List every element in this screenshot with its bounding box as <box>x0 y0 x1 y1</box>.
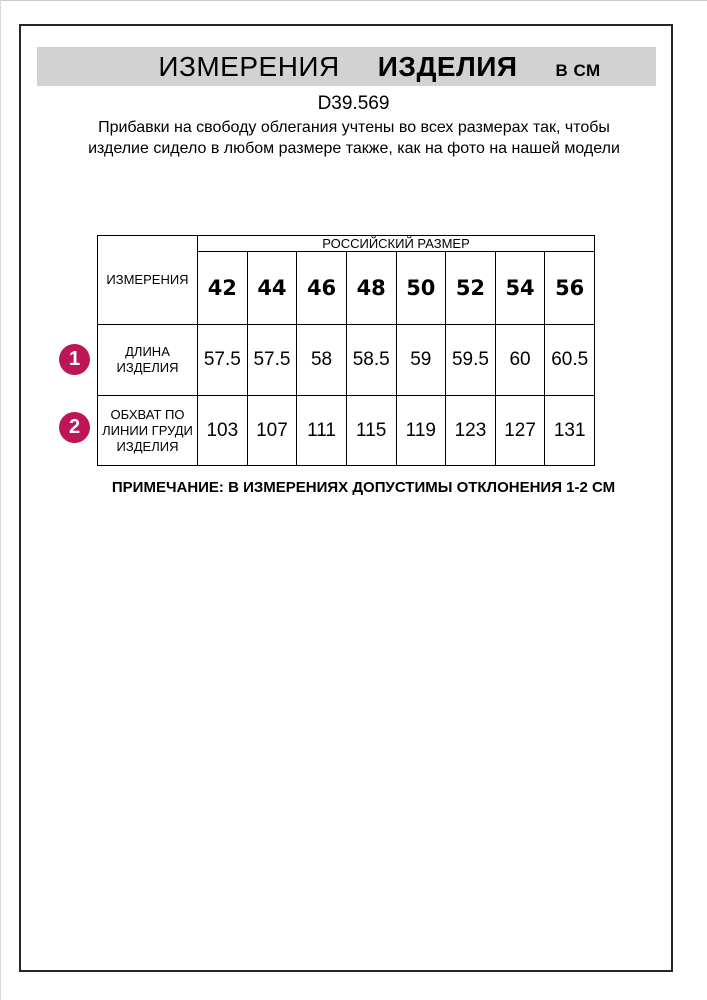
size-header: 42 <box>197 251 248 325</box>
scan-edge-left <box>0 0 1 1000</box>
fit-description: Прибавки на свободу облегания учтены во … <box>88 119 620 157</box>
product-code: D39.569 <box>317 93 390 114</box>
row-label-chest: ОБХВАТ ПО ЛИНИИ ГРУДИ ИЗДЕЛИЯ <box>97 395 198 466</box>
title-word-product: ИЗДЕЛИЯ <box>377 51 518 82</box>
scan-edge-top <box>0 0 707 1</box>
table-row-length: ДЛИНА ИЗДЕЛИЯ 57.5 57.5 58 58.5 59 59.5 … <box>97 324 595 396</box>
title-bar: ИЗМЕРЕНИЯ ИЗДЕЛИЯ В СМ <box>37 47 656 86</box>
russian-size-header: РОССИЙСКИЙ РАЗМЕР <box>197 235 595 252</box>
row-marker-2: 2 <box>59 412 90 443</box>
value-cell: 123 <box>445 395 496 466</box>
size-header: 46 <box>296 251 347 325</box>
value-cell: 57.5 <box>246 324 298 396</box>
value-cell: 59.5 <box>445 324 496 396</box>
value-cell: 60.5 <box>544 324 595 396</box>
value-cell: 131 <box>544 395 595 466</box>
title-unit-label: В СМ <box>555 61 601 80</box>
value-cell: 57.5 <box>197 324 248 396</box>
size-header: 52 <box>445 251 496 325</box>
value-cell: 103 <box>197 395 248 466</box>
tolerance-note: ПРИМЕЧАНИЕ: В ИЗМЕРЕНИЯХ ДОПУСТИМЫ ОТКЛО… <box>111 479 616 496</box>
value-cell: 58.5 <box>345 324 397 396</box>
measure-column-header: ИЗМЕРЕНИЯ <box>97 235 198 325</box>
value-cell: 111 <box>296 395 347 466</box>
size-header: 54 <box>494 251 546 325</box>
value-cell: 59 <box>395 324 447 396</box>
value-cell: 60 <box>494 324 546 396</box>
value-cell: 119 <box>395 395 447 466</box>
size-header: 56 <box>544 251 595 325</box>
page-border-frame <box>19 24 673 972</box>
size-header: 48 <box>345 251 397 325</box>
value-cell: 107 <box>246 395 298 466</box>
size-header: 50 <box>395 251 447 325</box>
size-table: ИЗМЕРЕНИЯ РОССИЙСКИЙ РАЗМЕР 42 44 46 48 … <box>97 235 595 466</box>
row-label-length: ДЛИНА ИЗДЕЛИЯ <box>97 324 198 396</box>
value-cell: 127 <box>494 395 546 466</box>
value-cell: 58 <box>296 324 347 396</box>
row-marker-1: 1 <box>59 344 90 375</box>
value-cell: 115 <box>345 395 397 466</box>
table-row-chest: ОБХВАТ ПО ЛИНИИ ГРУДИ ИЗДЕЛИЯ 103 107 11… <box>97 395 595 466</box>
size-header: 44 <box>246 251 298 325</box>
title-word-measurements: ИЗМЕРЕНИЯ <box>158 51 340 82</box>
table-row-group-header: ИЗМЕРЕНИЯ РОССИЙСКИЙ РАЗМЕР <box>97 235 595 325</box>
